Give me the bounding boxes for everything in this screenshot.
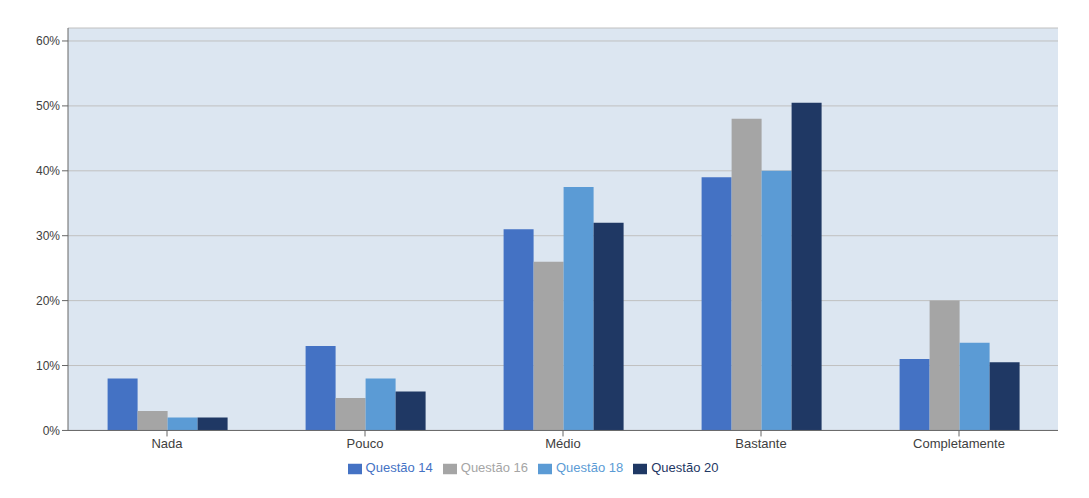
svg-text:Nada: Nada (151, 436, 183, 451)
svg-text:Bastante: Bastante (735, 436, 786, 451)
svg-text:Médio: Médio (545, 436, 580, 451)
html-text:Questão 18: Questão 18 (556, 460, 624, 476)
svg-text:30%: 30% (36, 229, 60, 243)
html-text:Questão 20: Questão 20 (651, 460, 719, 476)
svg-text:Completamente: Completamente (913, 436, 1005, 451)
svg-text:0%: 0% (43, 424, 61, 438)
html-text:Questão 16: Questão 16 (460, 460, 528, 476)
svg-text:Pouco: Pouco (347, 436, 384, 451)
svg-text:40%: 40% (36, 164, 60, 178)
svg-text:10%: 10% (36, 359, 60, 373)
svg-text:20%: 20% (36, 294, 60, 308)
html-text:Questão 14: Questão 14 (365, 460, 433, 476)
svg-text:60%: 60% (36, 34, 60, 48)
svg-text:50%: 50% (36, 99, 60, 113)
